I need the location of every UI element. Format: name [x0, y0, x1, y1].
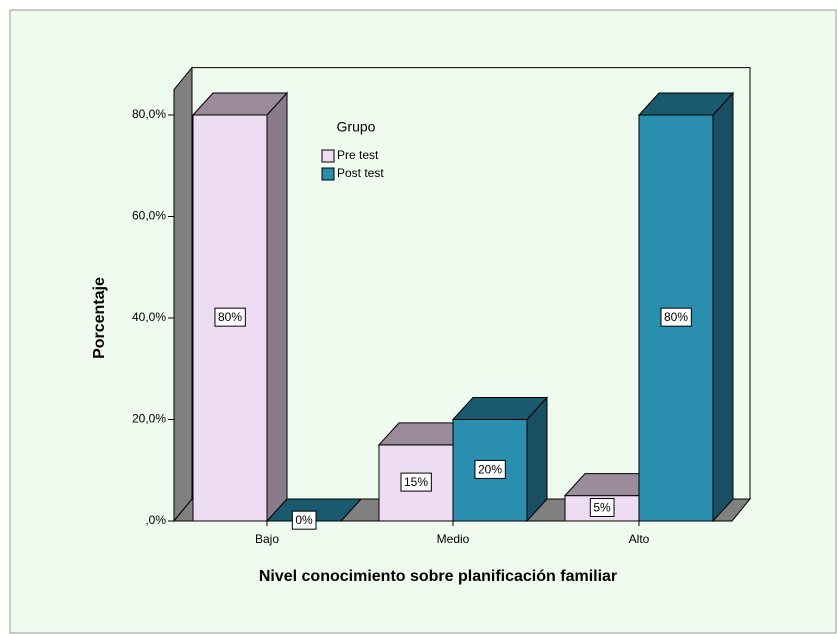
legend-swatch	[321, 167, 335, 181]
value-label: 0%	[295, 513, 313, 527]
value-label: 20%	[478, 462, 502, 476]
bar-top	[191, 92, 289, 116]
legend-title: Grupo	[337, 119, 376, 135]
y-tick-label: 40,0%	[132, 310, 166, 324]
value-label: 80%	[664, 310, 688, 324]
x-tick-label: Medio	[437, 532, 470, 546]
y-tick-label: 80,0%	[132, 107, 166, 121]
value-label: 5%	[593, 500, 611, 514]
bar-group	[191, 91, 289, 523]
legend-label: Post test	[337, 166, 384, 180]
value-label: 80%	[218, 310, 242, 324]
value-label-box	[214, 307, 246, 327]
value-label-box	[291, 510, 317, 530]
value-label: 15%	[404, 475, 428, 489]
x-tick-label: Bajo	[255, 532, 279, 546]
bar-top	[451, 396, 549, 420]
y-axis-title: Porcentaje	[91, 277, 108, 359]
legend-label: Pre test	[337, 148, 379, 162]
y-tick-label: 60,0%	[132, 209, 166, 223]
value-label-box	[660, 307, 692, 327]
bar-side	[266, 91, 288, 523]
value-label-box	[589, 497, 615, 517]
x-axis-title: Nivel conocimiento sobre planificación f…	[259, 568, 617, 585]
bar-group	[451, 396, 549, 523]
x-tick-label: Alto	[629, 532, 650, 546]
y-tick-label: 20,0%	[132, 412, 166, 426]
side-wall	[173, 66, 193, 523]
value-label-box	[400, 472, 432, 492]
bar-top	[637, 92, 735, 116]
value-label-box	[474, 459, 506, 479]
y-tick-label: ,0%	[145, 513, 166, 527]
legend-swatch	[321, 149, 335, 163]
bar-side	[712, 91, 734, 523]
bar-group	[637, 91, 735, 523]
